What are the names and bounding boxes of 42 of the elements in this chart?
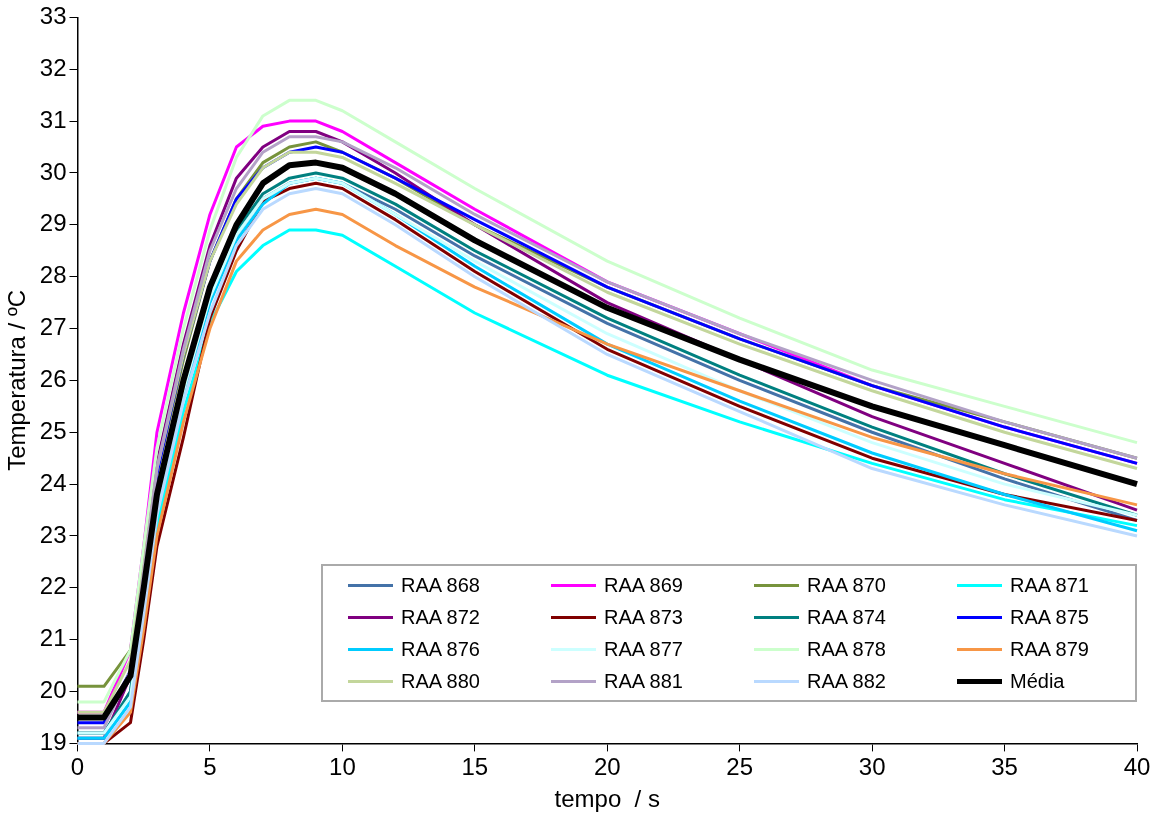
y-tick-label: 27: [39, 313, 67, 341]
y-tick-label: 23: [39, 520, 67, 548]
x-axis-title: tempo / s: [554, 785, 660, 813]
legend-label: RAA 876: [401, 637, 480, 661]
y-tick-label: 22: [39, 572, 67, 600]
y-tick-label: 26: [39, 365, 67, 393]
y-tick-label: 20: [39, 676, 67, 704]
y-tick-label: 29: [39, 209, 67, 237]
x-tick-label: 5: [203, 753, 217, 781]
x-tick-label: 35: [991, 753, 1018, 781]
legend-label: RAA 878: [807, 637, 886, 661]
y-tick-label: 25: [39, 416, 67, 444]
y-tick-label: 30: [39, 157, 67, 185]
legend-label: RAA 873: [604, 605, 683, 629]
x-tick-label: 20: [593, 753, 621, 781]
legend-label: RAA 881: [604, 669, 683, 693]
x-tick-label: 25: [726, 753, 754, 781]
legend-label: RAA 882: [807, 669, 886, 693]
x-tick-label: 0: [70, 753, 85, 781]
legend-label: RAA 879: [1010, 637, 1089, 661]
legend-label: RAA 868: [401, 573, 480, 597]
y-tick-label: 24: [39, 468, 67, 496]
x-tick-label: 30: [858, 753, 886, 781]
y-axis-title: Temperatura / ºC: [3, 289, 31, 471]
x-tick-label: 10: [329, 753, 356, 781]
x-tick-label: 40: [1123, 753, 1151, 781]
legend-label: Média: [1010, 669, 1065, 693]
y-tick-label: 19: [39, 728, 67, 756]
y-tick-label: 31: [39, 105, 67, 133]
y-tick-label: 33: [39, 2, 67, 30]
legend-label: RAA 874: [807, 605, 886, 629]
legend-label: RAA 872: [401, 605, 480, 629]
x-tick-label: 15: [461, 753, 489, 781]
y-tick-label: 28: [39, 261, 67, 289]
y-tick-label: 32: [39, 53, 67, 81]
y-tick-label: 21: [39, 624, 67, 652]
legend-label: RAA 875: [1010, 605, 1089, 629]
legend-label: RAA 877: [604, 637, 683, 661]
legend-label: RAA 871: [1010, 573, 1089, 597]
legend-label: RAA 880: [401, 669, 480, 693]
legend-label: RAA 869: [604, 573, 683, 597]
legend-label: RAA 870: [807, 573, 886, 597]
